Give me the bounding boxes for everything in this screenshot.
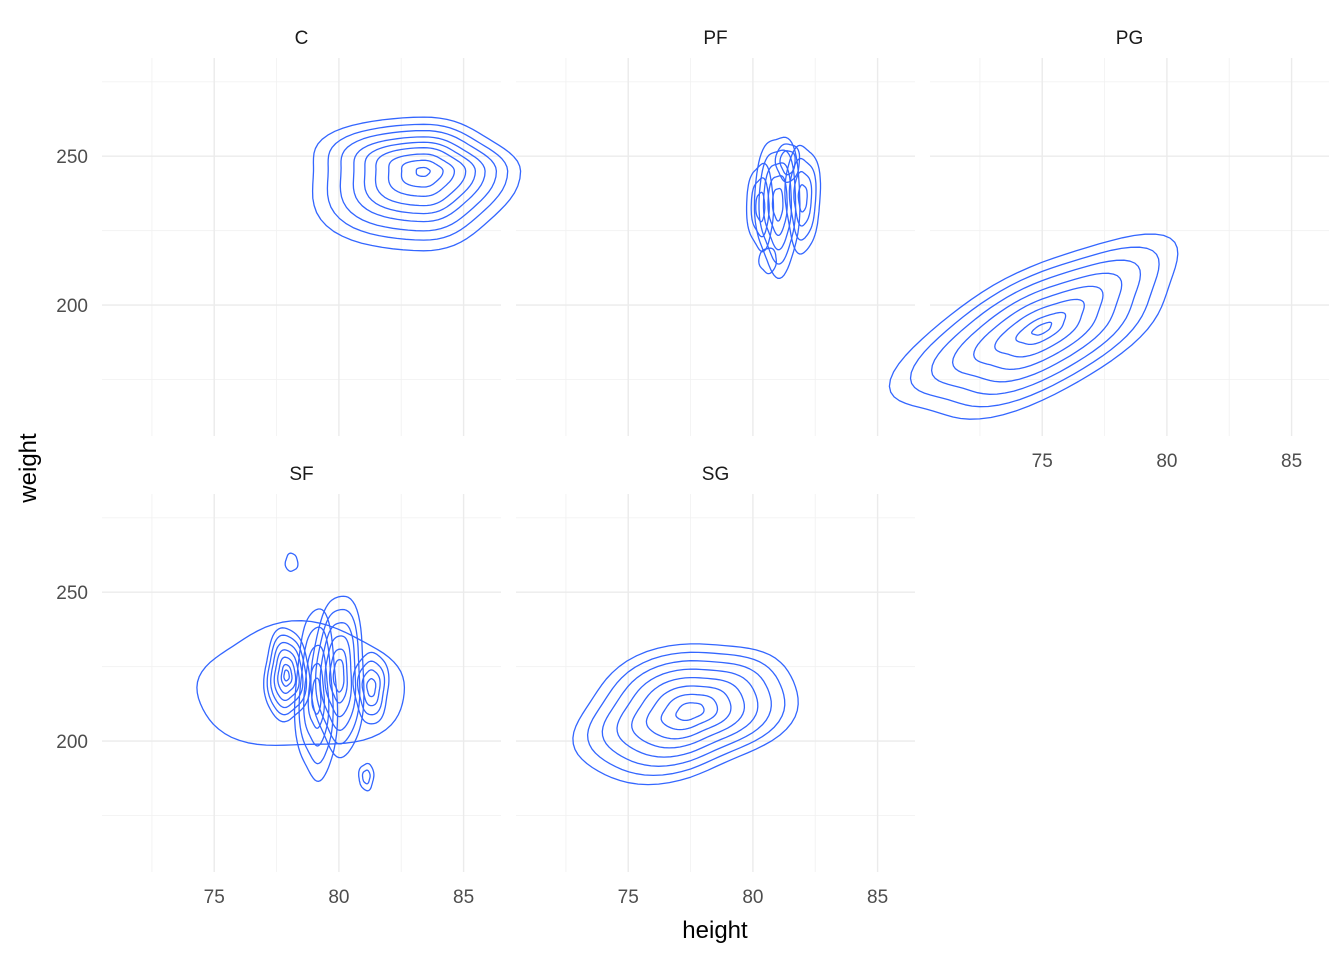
density-contour <box>270 641 304 709</box>
density-contour <box>361 669 381 707</box>
facet-label: PG <box>1116 28 1143 49</box>
x-tick-label: 80 <box>1156 451 1177 472</box>
density-contour <box>762 162 793 251</box>
density-contour <box>415 166 431 178</box>
density-contour <box>660 693 719 731</box>
density-contour <box>645 685 732 740</box>
y-tick-label: 250 <box>56 147 88 168</box>
density-contour <box>572 643 799 786</box>
density-contour <box>793 170 813 227</box>
density-contour <box>277 656 297 694</box>
density-contour <box>356 660 386 716</box>
density-contour <box>1015 311 1067 346</box>
facet-label: SF <box>289 464 313 485</box>
density-contour <box>616 668 759 758</box>
density-contour <box>352 651 390 725</box>
density-contour <box>387 153 456 197</box>
density-contour <box>1031 321 1053 336</box>
density-contour <box>283 669 290 682</box>
density-contour <box>767 175 788 237</box>
density-contour <box>750 177 770 238</box>
density-contour <box>319 622 357 731</box>
density-contour <box>324 635 353 718</box>
panel-sf: SF 75 80 85 200 250 <box>56 464 501 908</box>
density-contour <box>266 634 308 716</box>
x-tick-label: 80 <box>328 887 349 908</box>
density-contour <box>675 702 705 722</box>
x-tick-label: 85 <box>1281 451 1302 472</box>
density-contour <box>310 595 365 759</box>
density-contour <box>797 184 808 213</box>
density-contour <box>758 149 797 265</box>
density-contour <box>601 660 772 767</box>
density-contour <box>779 150 796 176</box>
density-contour <box>400 159 444 188</box>
panel-sg: SG 75 80 85 <box>516 464 915 908</box>
x-tick-label: 75 <box>1032 451 1053 472</box>
x-tick-label: 85 <box>453 887 474 908</box>
density-contour <box>888 233 1179 420</box>
facet-label: SG <box>702 464 729 485</box>
density-contour <box>284 552 299 572</box>
density-contour <box>358 762 375 792</box>
density-contour <box>314 608 361 745</box>
density-contour <box>909 246 1160 408</box>
density-contour <box>771 187 784 222</box>
density-contour <box>930 259 1142 395</box>
panel-pg: PG 75 80 85 <box>888 28 1329 472</box>
panel-c: C 200 250 <box>56 28 522 436</box>
density-contour <box>784 144 822 255</box>
density-contour <box>374 147 467 207</box>
panel-pf: PF <box>516 28 915 436</box>
x-tick-label: 75 <box>618 887 639 908</box>
density-contour <box>352 136 486 223</box>
density-contour <box>273 649 300 702</box>
density-contour <box>758 247 777 275</box>
y-tick-label: 250 <box>56 583 88 604</box>
density-contour <box>263 627 311 723</box>
density-contour <box>361 769 371 785</box>
density-contour <box>366 678 377 698</box>
density-contour <box>951 272 1123 383</box>
density-contour <box>363 141 477 215</box>
density-contour <box>326 123 509 241</box>
x-tick-label: 85 <box>867 887 888 908</box>
density-contour <box>994 298 1085 358</box>
density-contour <box>774 143 801 183</box>
density-contour <box>280 663 293 687</box>
density-contour <box>788 157 817 241</box>
density-contour <box>311 116 522 252</box>
density-contour <box>339 129 498 232</box>
density-contour <box>973 285 1104 371</box>
density-contour <box>298 626 334 765</box>
facet-label: C <box>295 28 309 49</box>
density-contour <box>328 648 348 704</box>
y-axis-title: weight <box>15 433 42 504</box>
x-tick-label: 80 <box>742 887 763 908</box>
facet-label: PF <box>703 28 727 49</box>
x-axis-title: height <box>682 917 748 944</box>
density-contour <box>753 136 801 279</box>
density-contour <box>332 659 345 693</box>
x-tick-label: 75 <box>204 887 225 908</box>
y-tick-label: 200 <box>56 296 88 317</box>
y-tick-label: 200 <box>56 732 88 753</box>
density-contour <box>586 651 786 777</box>
density-contour <box>303 644 330 747</box>
panels-layer: C 200 250 PF PG 75 80 85 SF 75 80 85 200 250 SG 75 80 85 <box>56 28 1329 908</box>
density-contour <box>631 676 746 749</box>
density-contour <box>745 162 775 253</box>
density-contour <box>755 191 766 223</box>
density-contour <box>196 620 406 747</box>
density-contour <box>293 608 339 783</box>
